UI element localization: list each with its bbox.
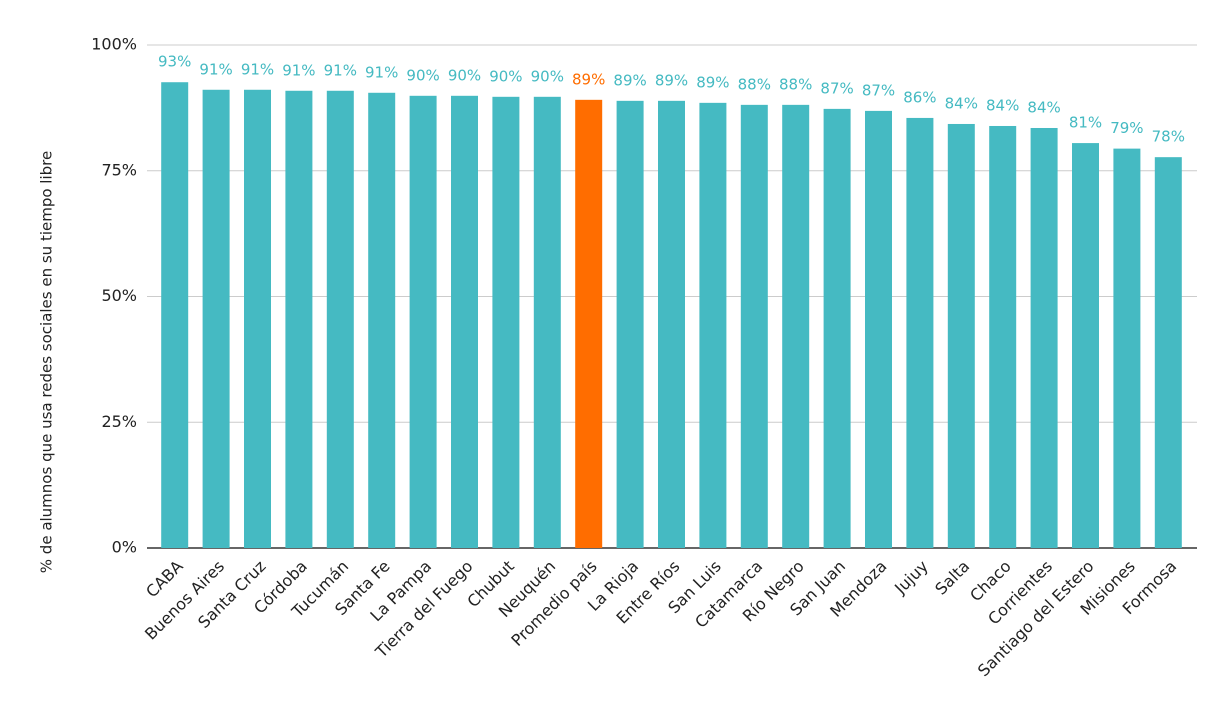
value-label: 88% [779, 75, 812, 93]
bar [533, 96, 561, 549]
value-label: 91% [241, 60, 274, 78]
bar [947, 123, 975, 548]
bar [1113, 148, 1141, 549]
bar [823, 108, 851, 549]
value-label: 90% [406, 66, 439, 84]
y-tick-label: 0% [112, 538, 137, 557]
bar [740, 104, 768, 549]
bar [1072, 143, 1099, 548]
y-tick-label: 75% [101, 160, 137, 179]
value-label: 87% [820, 79, 853, 97]
bar [865, 110, 892, 548]
bar [161, 82, 189, 549]
value-label: 86% [903, 88, 936, 106]
value-label: 91% [324, 61, 357, 79]
bar [989, 125, 1017, 548]
bar [575, 99, 603, 549]
bar [492, 96, 520, 549]
bar [202, 89, 230, 548]
bar [616, 100, 644, 548]
y-tick-label: 100% [91, 35, 137, 54]
value-label: 88% [738, 75, 771, 93]
bar [368, 92, 396, 548]
bar [451, 95, 478, 548]
value-label: 87% [862, 81, 895, 99]
bar [244, 89, 271, 548]
value-label: 89% [696, 73, 729, 91]
bar [782, 104, 810, 549]
value-label: 79% [1110, 119, 1143, 137]
bar [1154, 157, 1182, 548]
value-label: 89% [613, 71, 646, 89]
bar [326, 90, 354, 548]
bar [906, 117, 934, 548]
value-label: 78% [1152, 128, 1185, 146]
y-tick-label: 25% [101, 412, 137, 431]
bar [658, 100, 685, 548]
value-label: 84% [986, 96, 1019, 114]
y-axis-title: % de alumnos que usa redes sociales en s… [38, 151, 56, 573]
bar [699, 102, 727, 548]
value-label: 91% [282, 61, 315, 79]
value-label: 91% [199, 60, 232, 78]
value-label: 81% [1069, 114, 1102, 132]
x-tick-label: Jujuy [890, 557, 932, 599]
value-label: 91% [365, 63, 398, 81]
bar [409, 95, 437, 548]
bar [1030, 127, 1058, 549]
value-label: 93% [158, 53, 191, 71]
value-label: 89% [572, 70, 605, 88]
value-label: 84% [945, 94, 978, 112]
value-label: 89% [655, 71, 688, 89]
bar [285, 90, 313, 548]
value-label: 90% [448, 66, 481, 84]
value-label: 84% [1027, 98, 1060, 116]
value-label: 90% [489, 67, 522, 85]
y-tick-label: 50% [101, 286, 137, 305]
value-label: 90% [531, 67, 564, 85]
